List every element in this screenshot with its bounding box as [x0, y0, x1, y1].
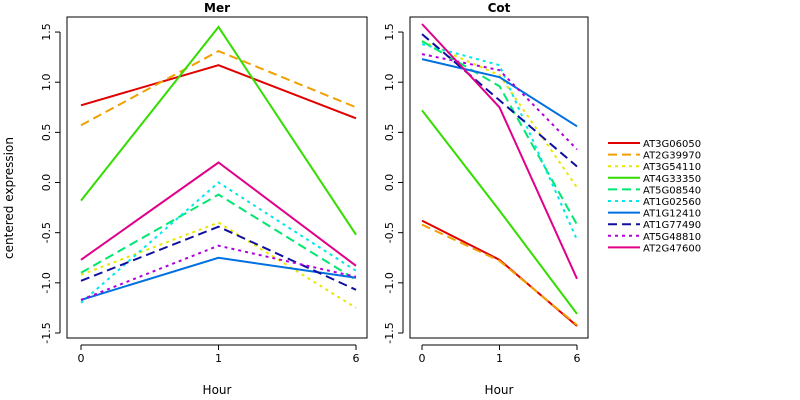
- series-line-at3g54110: [421, 40, 578, 189]
- panel-mer: Mer 1.5 1.0 0.5 0.0 -0.5 -1.0 -1.5 0 1 6 Hour: [40, 1, 368, 397]
- series-line-at2g47600: [421, 23, 578, 280]
- series-line-at1g77490: [421, 33, 578, 168]
- plot-frame: [66, 16, 368, 339]
- panels: Mer 1.5 1.0 0.5 0.0 -0.5 -1.0 -1.5 0 1 6 Hour Cot 1.5…: [40, 1, 589, 397]
- legend-label: AT1G12410: [643, 209, 701, 220]
- x-tick-label: 0: [78, 352, 85, 365]
- series-line-at2g39970: [421, 223, 578, 326]
- series-line-at5g48810: [80, 244, 357, 301]
- legend-item: AT1G77490: [608, 220, 701, 231]
- y-tick-label: 1.0: [40, 73, 53, 91]
- series-line-at4g33350: [421, 109, 578, 315]
- y-tick-label: -1.5: [40, 322, 53, 343]
- legend-label: AT2G47600: [643, 243, 701, 254]
- legend: AT3G06050AT2G39970AT3G54110AT4G33350AT5G…: [608, 139, 701, 254]
- y-tick-label: -0.5: [383, 222, 396, 243]
- y-tick-label: -1.5: [383, 322, 396, 343]
- legend-item: AT1G02560: [608, 197, 701, 208]
- series-line-at1g02560: [80, 181, 357, 304]
- x-axis-label: Hour: [203, 383, 232, 397]
- y-tick-label: 0.5: [40, 124, 53, 142]
- series-line-at3g06050: [421, 219, 578, 327]
- y-tick-label: -1.0: [383, 272, 396, 293]
- legend-item: AT5G48810: [608, 232, 701, 243]
- x-axis-label: Hour: [485, 383, 514, 397]
- x-tick-label: 1: [215, 352, 222, 365]
- panel-cot: Cot 1.5 1.0 0.5 0.0 -0.5 -1.0 -1.5 0 1 6 Hour: [383, 1, 589, 397]
- legend-label: AT3G06050: [643, 139, 701, 150]
- x-tick-label: 0: [419, 352, 426, 365]
- series-line-at3g06050: [80, 64, 357, 120]
- series-line-at4g33350: [80, 25, 357, 236]
- legend-item: AT5G08540: [608, 185, 701, 196]
- series-line-at1g77490: [80, 225, 357, 291]
- y-axis-label: centered expression: [2, 137, 16, 259]
- legend-item: AT2G47600: [608, 243, 701, 254]
- x-tick-label: 1: [496, 352, 503, 365]
- y-tick-label: 1.0: [383, 73, 396, 91]
- y-tick-label: 0.5: [383, 124, 396, 142]
- y-tick-label: 0.0: [40, 174, 53, 192]
- legend-item: AT3G06050: [608, 139, 701, 150]
- plot-frame: [409, 16, 589, 339]
- series-line-at1g12410: [421, 58, 578, 128]
- legend-label: AT2G39970: [643, 151, 701, 162]
- panel-title: Mer: [204, 1, 230, 15]
- legend-label: AT4G33350: [643, 174, 701, 185]
- y-tick-label: -0.5: [40, 222, 53, 243]
- legend-item: AT1G12410: [608, 209, 701, 220]
- legend-label: AT1G77490: [643, 220, 701, 231]
- x-tick-label: 6: [574, 352, 581, 365]
- series-line-at1g12410: [80, 256, 357, 301]
- legend-item: AT3G54110: [608, 162, 701, 173]
- series-line-at2g39970: [80, 49, 357, 127]
- series-line-at5g08540: [80, 193, 357, 281]
- legend-label: AT1G02560: [643, 197, 701, 208]
- series-line-at5g08540: [421, 40, 578, 226]
- y-tick-label: 1.5: [40, 23, 53, 41]
- legend-label: AT5G08540: [643, 185, 701, 196]
- y-tick-label: 1.5: [383, 23, 396, 41]
- x-tick-label: 6: [353, 352, 360, 365]
- legend-label: AT3G54110: [643, 162, 701, 173]
- y-tick-label: 0.0: [383, 174, 396, 192]
- series-line-at2g47600: [80, 161, 357, 267]
- legend-item: AT4G33350: [608, 174, 701, 185]
- legend-label: AT5G48810: [643, 232, 701, 243]
- series-line-at5g48810: [421, 53, 578, 151]
- y-tick-label: -1.0: [40, 272, 53, 293]
- series-line-at3g54110: [80, 221, 357, 309]
- legend-item: AT2G39970: [608, 151, 701, 162]
- panel-title: Cot: [488, 1, 511, 15]
